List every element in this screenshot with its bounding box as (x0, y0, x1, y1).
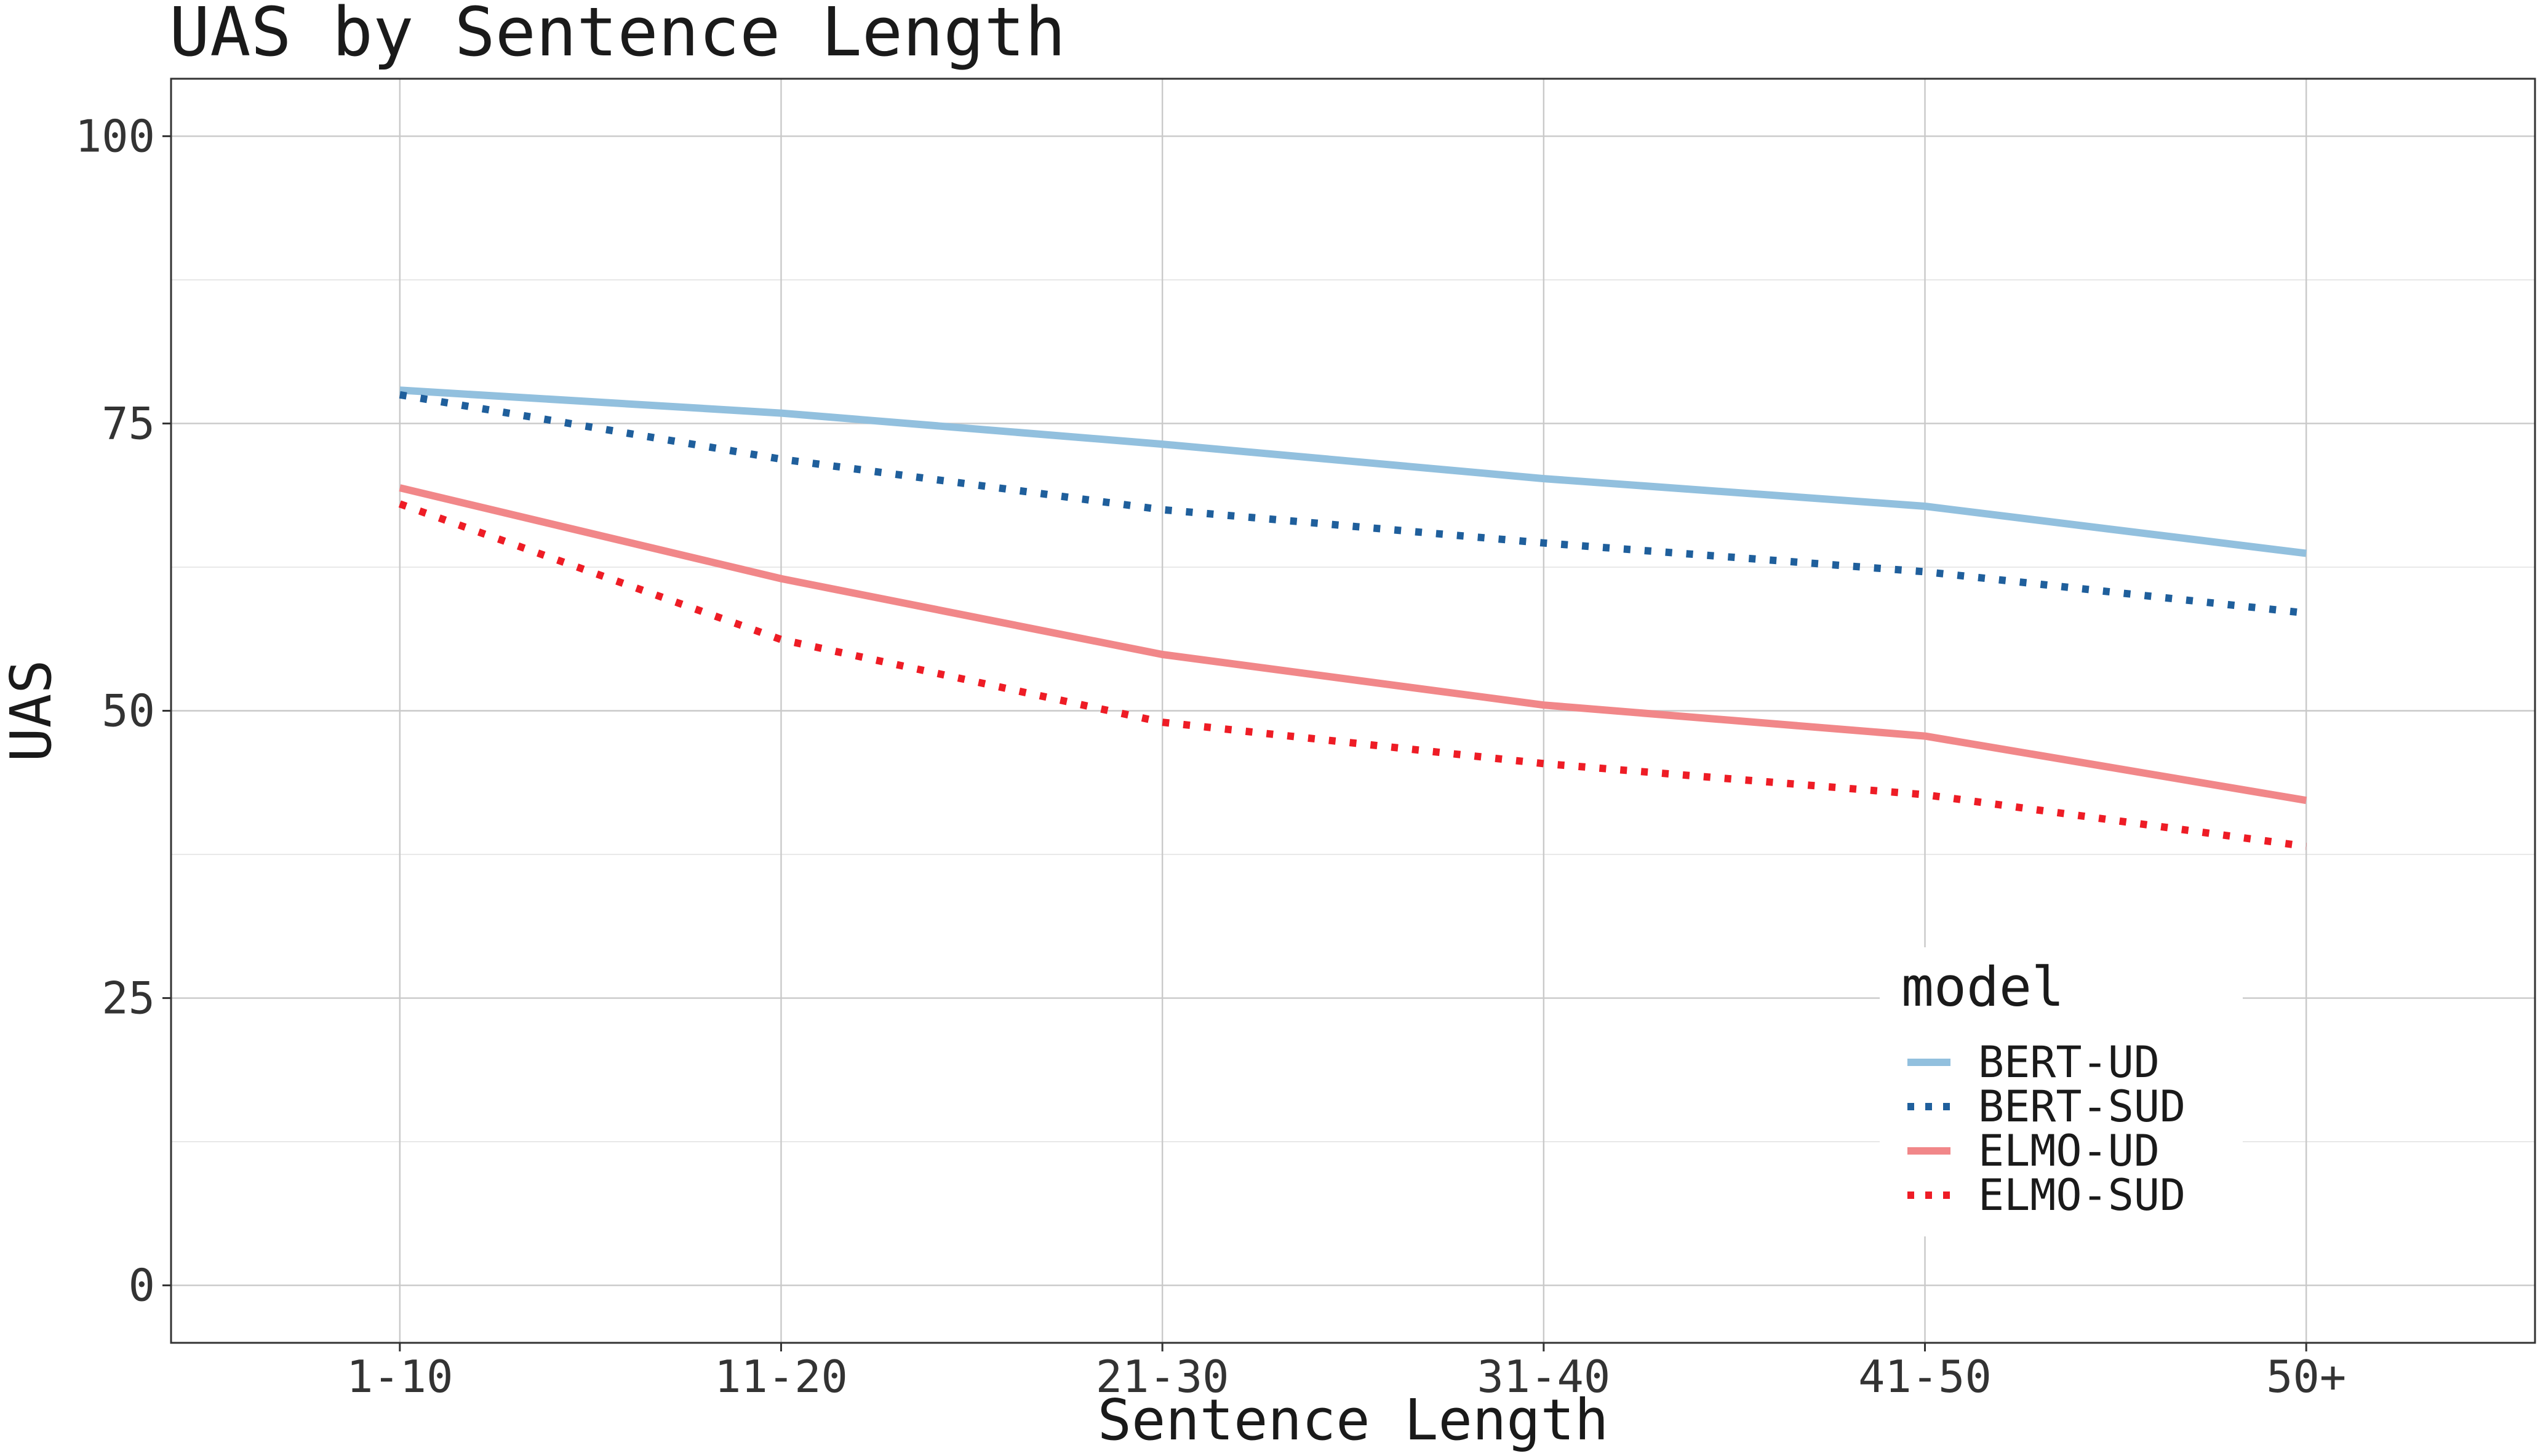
legend-label-elmo-ud: ELMO-UD (1978, 1126, 2160, 1176)
y-tick-label: 75 (102, 397, 155, 449)
series-lines (400, 390, 2306, 846)
x-tick-label: 41-50 (1858, 1351, 1992, 1402)
chart-title: UAS by Sentence Length (169, 0, 1066, 71)
y-tick-label: 0 (129, 1260, 155, 1311)
series-line-bert-sud (400, 395, 2306, 613)
y-axis-title: UAS (0, 659, 64, 762)
x-axis-title: Sentence Length (1098, 1387, 1609, 1453)
legend-label-bert-sud: BERT-SUD (1978, 1081, 2186, 1132)
x-tick-label: 1-10 (346, 1351, 453, 1402)
x-tick-label: 11-20 (714, 1351, 848, 1402)
y-tick-label: 25 (102, 973, 155, 1024)
legend-title: model (1901, 955, 2064, 1019)
legend-label-bert-ud: BERT-UD (1978, 1037, 2160, 1088)
y-tick-label: 50 (102, 685, 155, 737)
series-line-elmo-ud (400, 488, 2306, 800)
legend-label-elmo-sud: ELMO-SUD (1978, 1170, 2186, 1220)
x-tick-label: 50+ (2266, 1351, 2346, 1402)
y-tick-label: 100 (75, 110, 155, 162)
